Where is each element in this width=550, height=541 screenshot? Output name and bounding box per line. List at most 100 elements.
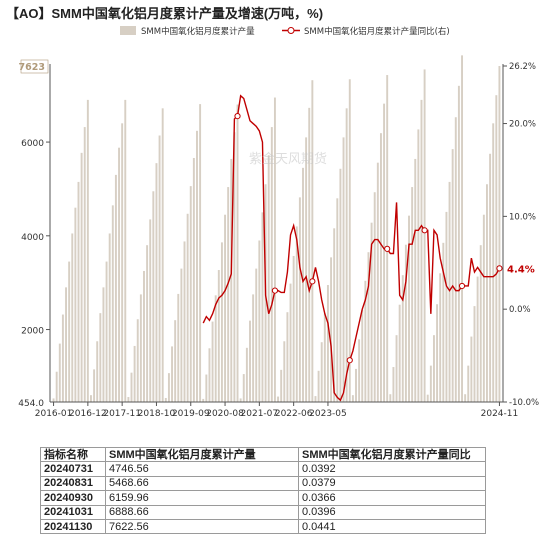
- x-tick-label: 2023-05: [309, 409, 347, 419]
- bar: [217, 270, 220, 402]
- bar: [177, 293, 180, 402]
- table-cell-yoy: 0.0396: [298, 504, 486, 520]
- x-tick-label: 2024-11: [481, 409, 519, 419]
- table-row: 20241031 6888.66 0.0396: [40, 504, 486, 520]
- bar: [355, 368, 357, 402]
- bar: [277, 396, 280, 402]
- bar: [158, 135, 161, 402]
- bar: [239, 398, 242, 402]
- table-cell-date: 20240930: [40, 490, 106, 506]
- line-marker: [309, 278, 316, 285]
- bar: [236, 104, 239, 402]
- left-tick-label: 4000: [21, 233, 44, 243]
- bar: [233, 132, 236, 403]
- bar: [214, 295, 217, 402]
- legend-bar-label: SMM中国氧化铝月度累计产量: [141, 26, 255, 37]
- bar: [351, 395, 354, 402]
- left-max-box: [20, 59, 49, 74]
- table-cell-date: 20240831: [40, 475, 106, 492]
- bar: [426, 394, 429, 402]
- x-tick-label: 2022-06: [275, 409, 313, 419]
- bar: [323, 313, 326, 402]
- bar: [114, 174, 117, 402]
- bar: [414, 158, 417, 402]
- bar: [136, 319, 139, 402]
- bar: [448, 181, 451, 402]
- bar: [267, 155, 270, 402]
- bar: [99, 313, 102, 402]
- bar: [55, 371, 58, 402]
- bar: [492, 123, 495, 402]
- left-tick-label: 2000: [21, 327, 44, 337]
- bar: [283, 341, 286, 402]
- bar: [286, 312, 289, 402]
- legend-line-marker: [287, 27, 295, 34]
- bar: [83, 127, 86, 402]
- bar: [311, 80, 314, 402]
- line-marker: [346, 357, 353, 364]
- bar: [93, 369, 96, 402]
- bar: [255, 268, 258, 402]
- table-cell-output: 6159.96: [105, 490, 299, 506]
- bar: [77, 181, 80, 402]
- bar: [249, 320, 251, 402]
- legend: SMM中国氧化铝月度累计产量 SMM中国氧化铝月度累计产量同比(右): [120, 26, 450, 37]
- bar: [230, 158, 233, 402]
- bar: [408, 215, 410, 402]
- bar: [336, 198, 339, 402]
- bar: [146, 245, 149, 402]
- right-tick-label: -10.0%: [509, 398, 539, 408]
- bar: [417, 129, 420, 402]
- bar: [199, 104, 202, 402]
- bar: [261, 212, 264, 402]
- line-marker: [234, 113, 241, 120]
- bar: [149, 219, 152, 402]
- bar: [180, 268, 183, 402]
- bar: [186, 213, 189, 402]
- x-tick-label: 2017-11: [103, 409, 141, 419]
- table-cell-date: 20240731: [40, 461, 106, 477]
- bar: [252, 294, 255, 402]
- bar: [423, 69, 426, 403]
- bar: [202, 398, 205, 402]
- bar: [342, 137, 345, 402]
- bar: [68, 261, 71, 402]
- bar: [392, 367, 395, 402]
- bar: [411, 187, 414, 402]
- bar: [105, 261, 108, 402]
- bar: [111, 205, 114, 402]
- bar: [345, 108, 348, 402]
- table-row: 20240731 4746.56 0.0392: [40, 461, 486, 477]
- bar: [52, 398, 55, 402]
- bar: [90, 395, 92, 402]
- bar: [361, 309, 364, 402]
- table-cell-yoy: 0.0441: [298, 518, 486, 535]
- line-marker: [421, 227, 428, 234]
- bar: [96, 341, 99, 402]
- table-header-cell: SMM中国氧化铝月度累计产量同比: [298, 446, 486, 463]
- bar: [108, 233, 111, 402]
- watermark: 紫金天风期货: [249, 151, 327, 167]
- bar: [473, 306, 476, 402]
- bar: [486, 184, 488, 402]
- table-row: 20240831 5468.66 0.0379: [40, 475, 486, 492]
- bar: [398, 304, 401, 402]
- table-cell-yoy: 0.0392: [298, 461, 486, 477]
- bar: [192, 158, 195, 402]
- bar: [454, 117, 457, 402]
- right-tick-label: 20.0%: [509, 120, 536, 130]
- x-tick-label: 2020-08: [206, 409, 244, 419]
- bar: [433, 335, 435, 402]
- right-tick-label: 0.0%: [509, 305, 531, 315]
- bar: [152, 191, 155, 402]
- line-marker: [458, 282, 466, 290]
- bar: [348, 79, 351, 402]
- left-max-label: 7623: [19, 62, 45, 73]
- bar: [429, 365, 432, 402]
- table-header-cell: SMM中国氧化铝月度累计产量: [105, 446, 299, 463]
- table-cell-output: 6888.66: [105, 504, 299, 520]
- x-tick-label: 2021-07: [241, 409, 279, 419]
- chart-title: 【AO】SMM中国氧化铝月度累计产量及增速(万吨，%): [6, 6, 324, 21]
- left-tick-label: 6000: [21, 139, 44, 149]
- table-cell-date: 20241130: [40, 518, 106, 535]
